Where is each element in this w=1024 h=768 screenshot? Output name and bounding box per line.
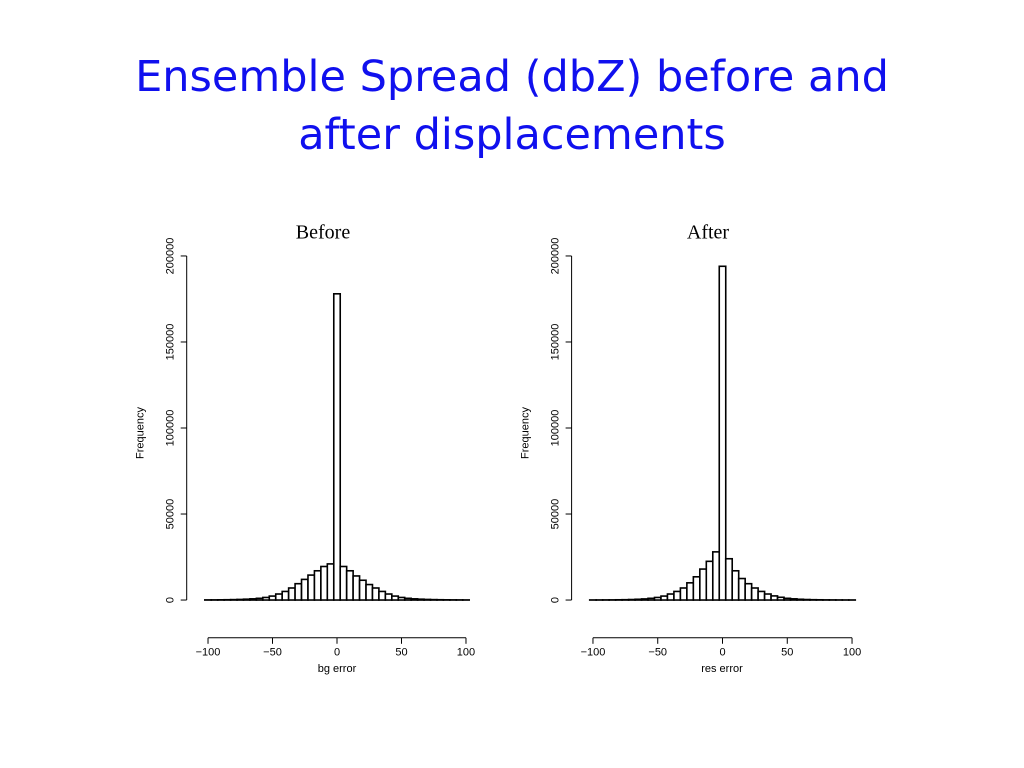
x-tick-label: 50 [781, 647, 793, 659]
bar [326, 563, 335, 601]
bar [249, 598, 258, 601]
bar [776, 596, 785, 601]
y-tick-label: 150000 [165, 324, 177, 361]
bar [770, 595, 779, 601]
bar [679, 587, 688, 601]
y-tick-label: 100000 [165, 410, 177, 447]
bar [686, 582, 695, 601]
bar [757, 590, 766, 601]
bar [660, 595, 669, 601]
x-tick-label: −50 [648, 647, 667, 659]
x-tick-label: 0 [719, 647, 725, 659]
bar [332, 293, 342, 601]
bar [352, 575, 361, 601]
slide-title: Ensemble Spread (dbZ) before and after d… [135, 52, 889, 160]
x-tick-label: −100 [196, 647, 221, 659]
x-tick-label: 100 [843, 647, 861, 659]
y-tick-label: 100000 [550, 410, 562, 447]
x-tick-label: 100 [457, 647, 475, 659]
bar [262, 596, 271, 601]
bar [307, 574, 316, 601]
bar [423, 598, 432, 601]
bar [403, 597, 412, 601]
bar [763, 593, 772, 601]
bar [236, 598, 245, 601]
chart-title: Before [296, 222, 351, 244]
y-axis-label: Frequency [520, 407, 532, 459]
bar [731, 569, 740, 601]
y-tick-label: 50000 [165, 499, 177, 530]
bar [281, 590, 290, 601]
bar [384, 593, 393, 601]
bar [365, 583, 374, 601]
bar [345, 569, 354, 601]
bar [692, 576, 701, 601]
bar [750, 587, 759, 601]
y-tick-label: 200000 [550, 238, 562, 275]
bar [410, 598, 419, 601]
bar [371, 587, 380, 601]
chart-title: After [687, 222, 730, 244]
bar [718, 265, 727, 601]
bar [666, 593, 675, 601]
bar [320, 565, 329, 601]
x-axis-label: res error [701, 663, 743, 675]
bar [783, 597, 792, 601]
bar [789, 598, 798, 601]
y-tick-label: 200000 [165, 238, 177, 275]
x-tick-label: −100 [581, 647, 606, 659]
bar [339, 565, 348, 601]
bar [268, 595, 277, 601]
bar [634, 598, 643, 601]
bar [737, 577, 746, 601]
x-tick-label: 50 [395, 647, 407, 659]
bar [358, 579, 367, 601]
bar [294, 582, 303, 601]
x-tick-label: 0 [334, 647, 340, 659]
bar [796, 598, 805, 601]
bar [744, 582, 753, 601]
bar [287, 587, 296, 601]
bar [699, 568, 708, 601]
bar [416, 598, 425, 601]
y-tick-label: 0 [165, 597, 177, 603]
bar [313, 569, 322, 601]
x-tick-label: −50 [263, 647, 282, 659]
bar [378, 590, 387, 601]
bar [274, 593, 283, 601]
bar [242, 598, 251, 601]
bar [397, 596, 406, 601]
bar [802, 598, 811, 601]
y-tick-label: 50000 [550, 499, 562, 530]
bar [705, 560, 714, 601]
bar [647, 597, 656, 601]
x-axis-label: bg error [318, 663, 357, 675]
bar [255, 597, 264, 601]
y-tick-label: 150000 [550, 324, 562, 361]
bar [711, 551, 721, 601]
bar [673, 590, 682, 601]
bar [391, 595, 400, 601]
bar [300, 578, 309, 601]
bar [724, 557, 734, 601]
bar [653, 596, 662, 601]
y-tick-label: 0 [550, 597, 562, 603]
bar [640, 598, 649, 601]
bar [627, 598, 636, 601]
y-axis-label: Frequency [135, 407, 147, 459]
